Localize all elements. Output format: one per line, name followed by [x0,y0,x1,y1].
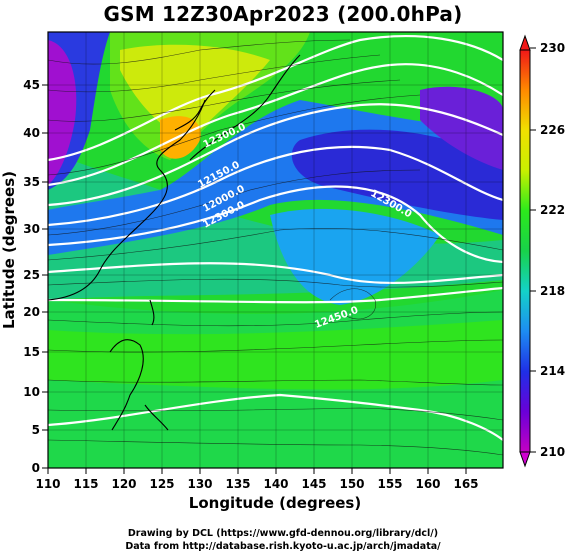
map-title: GSM 12Z30Apr2023 (200.0hPa) [103,2,463,26]
credits: Drawing by DCL (https://www.gfd-dennou.o… [0,527,566,553]
contour-line [48,393,503,441]
x-tick-label: 150 [339,477,364,491]
graticule [48,32,503,468]
contour-line [48,35,503,162]
y-tick-label: 45 [23,78,40,92]
colorbar-tick-label: 230 [540,41,565,55]
x-tick-label: 110 [35,477,60,491]
x-tick-label: 115 [73,477,98,491]
colorbar-max-arrow-icon [519,34,531,51]
x-tick-label: 155 [377,477,402,491]
y-tick-label: 15 [23,345,40,359]
x-tick-label: 120 [111,477,136,491]
colorbar-tick-label: 210 [540,445,565,459]
y-tick-label: 35 [23,175,40,189]
credit-drawing: Drawing by DCL (https://www.gfd-dennou.o… [127,528,439,539]
axis-ticks [42,84,467,474]
contour-line [48,262,503,284]
y-axis-label: Latitude (degrees) [0,171,18,329]
x-tick-labels: 110 115 120 125 130 135 140 145 150 155 … [35,477,478,491]
y-tick-label: 25 [23,268,40,282]
temperature-field [48,32,503,468]
x-tick-label: 140 [263,477,288,491]
x-tick-label: 130 [187,477,212,491]
y-tick-label: 30 [23,222,40,236]
colorbar: 210 214 218 222 226 230 [519,34,565,468]
contour-line [48,185,503,264]
coastlines [48,54,301,431]
contour-line [48,103,503,207]
contour-line [48,63,503,187]
colorbar-min-arrow-icon [519,451,531,468]
y-tick-labels: 0 5 10 15 20 25 30 35 40 45 [23,78,40,475]
y-tick-label: 0 [32,461,40,475]
height-contours [48,35,503,441]
y-tick-label: 40 [23,126,40,140]
y-tick-label: 20 [23,305,40,319]
x-axis-label: Longitude (degrees) [189,494,361,512]
x-tick-label: 135 [225,477,250,491]
colorbar-tick-label: 222 [540,203,565,217]
colorbar-tick-label: 226 [540,123,565,137]
x-tick-label: 165 [453,477,478,491]
y-tick-label: 5 [32,423,40,437]
x-tick-label: 125 [149,477,174,491]
x-tick-label: 160 [415,477,440,491]
colorbar-scale [519,49,531,453]
y-tick-label: 10 [23,385,40,399]
contour-line [48,145,503,227]
x-tick-label: 145 [301,477,326,491]
credit-data: Data from http://database.rish.kyoto-u.a… [125,541,441,552]
colorbar-tick-label: 218 [540,284,565,298]
wind-streamlines [48,39,503,456]
contour-line [48,286,503,304]
colorbar-tick-label: 214 [540,364,565,378]
